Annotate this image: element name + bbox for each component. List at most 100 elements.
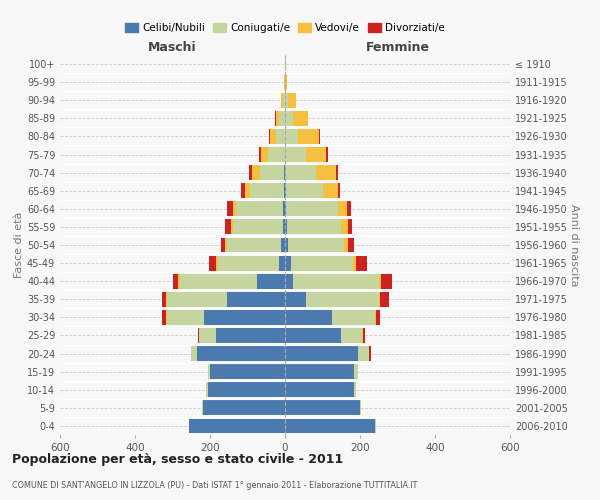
Bar — [281, 238, 285, 252]
Bar — [285, 220, 287, 234]
Bar — [285, 238, 288, 252]
Bar — [286, 74, 287, 90]
Bar — [259, 147, 260, 162]
Bar — [347, 202, 351, 216]
Bar — [305, 292, 379, 306]
Bar — [348, 238, 353, 252]
Bar — [376, 310, 380, 325]
Bar — [208, 382, 285, 397]
Bar — [241, 184, 245, 198]
Bar — [341, 328, 362, 343]
Bar — [285, 364, 355, 379]
Bar — [205, 310, 285, 325]
Bar — [285, 400, 360, 415]
Bar — [233, 220, 283, 234]
Bar — [167, 292, 227, 306]
Bar — [173, 274, 178, 288]
Bar — [353, 256, 355, 270]
Bar — [268, 147, 285, 162]
Bar — [245, 184, 250, 198]
Bar — [343, 238, 348, 252]
Y-axis label: Fasce di età: Fasce di età — [14, 212, 24, 278]
Bar — [283, 220, 285, 234]
Bar — [380, 292, 389, 306]
Bar — [167, 310, 205, 325]
Bar — [380, 274, 392, 288]
Bar — [285, 56, 286, 72]
Text: Popolazione per età, sesso e stato civile - 2011: Popolazione per età, sesso e stato civil… — [12, 452, 343, 466]
Bar — [379, 274, 380, 288]
Bar — [199, 328, 215, 343]
Bar — [215, 256, 218, 270]
Bar — [236, 202, 283, 216]
Bar — [332, 310, 375, 325]
Bar — [285, 382, 355, 397]
Bar — [166, 292, 167, 306]
Bar — [286, 202, 338, 216]
Bar — [206, 382, 208, 397]
Bar — [218, 256, 280, 270]
Bar — [203, 400, 285, 415]
Bar — [180, 274, 257, 288]
Bar — [198, 328, 199, 343]
Bar — [270, 129, 275, 144]
Bar — [280, 111, 285, 126]
Bar — [290, 256, 353, 270]
Bar — [285, 147, 305, 162]
Bar — [287, 220, 341, 234]
Bar — [285, 93, 288, 108]
Bar — [209, 256, 215, 270]
Bar — [337, 165, 338, 180]
Bar — [286, 184, 323, 198]
Bar — [319, 129, 320, 144]
Bar — [285, 165, 316, 180]
Bar — [293, 111, 308, 126]
Text: Femmine: Femmine — [365, 41, 430, 54]
Bar — [280, 256, 285, 270]
Bar — [338, 202, 347, 216]
Bar — [284, 184, 285, 198]
Bar — [225, 238, 227, 252]
Bar — [188, 418, 190, 434]
Bar — [208, 364, 210, 379]
Bar — [285, 418, 375, 434]
Bar — [358, 346, 370, 361]
Bar — [288, 93, 296, 108]
Y-axis label: Anni di nascita: Anni di nascita — [569, 204, 579, 286]
Bar — [285, 184, 286, 198]
Bar — [215, 328, 285, 343]
Text: Maschi: Maschi — [148, 41, 197, 54]
Bar — [253, 165, 260, 180]
Bar — [281, 93, 283, 108]
Bar — [161, 292, 166, 306]
Bar — [360, 400, 361, 415]
Bar — [233, 202, 236, 216]
Bar — [375, 310, 376, 325]
Bar — [227, 202, 233, 216]
Bar — [191, 346, 197, 361]
Bar — [305, 147, 326, 162]
Bar — [260, 165, 284, 180]
Bar — [285, 328, 341, 343]
Text: COMUNE DI SANT'ANGELO IN LIZZOLA (PU) - Dati ISTAT 1° gennaio 2011 - Elaborazion: COMUNE DI SANT'ANGELO IN LIZZOLA (PU) - … — [12, 480, 418, 490]
Bar — [379, 292, 380, 306]
Bar — [178, 274, 180, 288]
Bar — [298, 129, 319, 144]
Bar — [375, 418, 376, 434]
Bar — [348, 220, 352, 234]
Bar — [285, 202, 286, 216]
Bar — [355, 364, 358, 379]
Bar — [269, 129, 270, 144]
Bar — [293, 274, 379, 288]
Bar — [250, 184, 284, 198]
Bar — [355, 256, 367, 270]
Bar — [275, 111, 280, 126]
Bar — [260, 147, 268, 162]
Bar — [163, 310, 166, 325]
Bar — [285, 310, 332, 325]
Bar — [221, 238, 225, 252]
Bar — [285, 346, 358, 361]
Bar — [316, 165, 337, 180]
Bar — [275, 129, 285, 144]
Bar — [166, 310, 167, 325]
